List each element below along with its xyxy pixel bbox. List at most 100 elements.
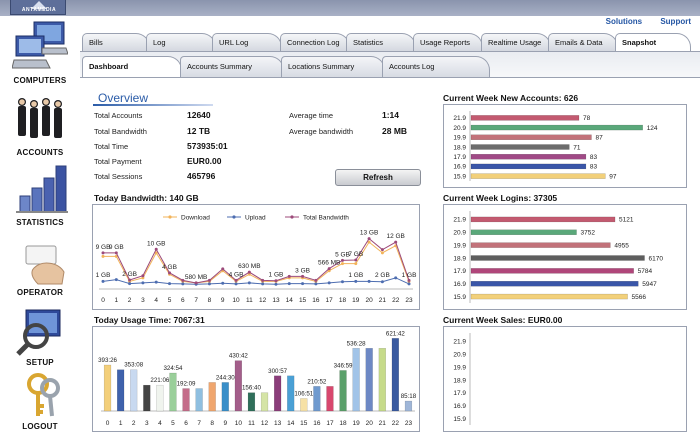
sales-chart-panel: 21.9 20.9 19.9 18.9 17.9 16.9 15.9 xyxy=(443,326,687,432)
point-total-bandwidth-6 xyxy=(181,278,185,282)
sidebar: COMPUTERS ACCOUNTS STATISTICS OPER xyxy=(0,16,80,441)
usage-x-tick: 10 xyxy=(235,420,243,427)
sidebar-item-accounts[interactable]: ACCOUNTS xyxy=(0,94,80,160)
usage-bar-5 xyxy=(169,372,177,412)
usage-bar-13 xyxy=(274,375,282,412)
point-total-bandwidth-4 xyxy=(154,247,158,251)
usage-x-tick: 23 xyxy=(405,420,413,427)
usage-bar-7 xyxy=(195,388,203,412)
data-label: 2 GB xyxy=(122,271,137,278)
usage-bar-11 xyxy=(247,392,256,412)
bandwidth-x-tick: 2 xyxy=(128,297,132,304)
sidebar-item-operator[interactable]: OPERATOR xyxy=(0,238,80,304)
usage-section-title: Today Usage Time: 7067:31 xyxy=(94,315,205,325)
sidebar-item-logout[interactable]: LOGOUT xyxy=(0,372,80,438)
subtab-accounts-summary[interactable]: Accounts Summary xyxy=(180,56,284,77)
usage-bar-19 xyxy=(352,348,360,412)
logins-value-label-1: 3752 xyxy=(581,230,596,237)
usage-bar-label-16: 210:52 xyxy=(307,378,326,385)
point-upload-12 xyxy=(261,282,265,286)
average-bandwidth-label: Average bandwidth xyxy=(289,127,354,136)
data-label: 4 GB xyxy=(162,264,177,271)
usage-chart-panel: 393:26 0 1 353:08 2 3 221:06 4 324:54 5 192:09 6 7 8 2… xyxy=(92,326,420,432)
solutions-link[interactable]: Solutions xyxy=(605,17,643,26)
point-total-bandwidth-17 xyxy=(327,267,331,271)
support-link[interactable]: Support xyxy=(660,17,691,26)
usage-bar-label-5: 324:54 xyxy=(163,365,182,372)
logins-bar-0 xyxy=(470,216,616,223)
point-total-bandwidth-5 xyxy=(168,271,172,275)
tab-url-log[interactable]: URL Log xyxy=(212,33,282,51)
tab-realtime-usage[interactable]: Realtime Usage xyxy=(481,33,551,51)
sales-category-label: 18.9 xyxy=(453,377,466,384)
usage-x-tick: 11 xyxy=(248,420,255,427)
usage-bar-9 xyxy=(221,382,229,412)
sidebar-item-setup[interactable]: SETUP xyxy=(0,306,80,372)
tab-statistics[interactable]: Statistics xyxy=(346,33,416,51)
usage-bar-label-15: 106:51 xyxy=(294,391,313,398)
total-bandwidth-label: Total Bandwidth xyxy=(94,127,147,136)
logins-section-title: Current Week Logins: 37305 xyxy=(443,193,558,203)
series-line-upload xyxy=(102,277,410,285)
usage-bar-label-13: 300:57 xyxy=(268,368,287,375)
data-label: 12 GB xyxy=(386,233,404,240)
new-accounts-category-label: 20.9 xyxy=(453,125,466,132)
point-total-bandwidth-11 xyxy=(247,270,251,274)
logins-category-label: 21.9 xyxy=(453,217,466,224)
bandwidth-x-tick: 6 xyxy=(181,297,185,304)
tab-snapshot[interactable]: Snapshot xyxy=(615,33,691,52)
new-accounts-category-label: 15.9 xyxy=(453,173,466,180)
refresh-button[interactable]: Refresh xyxy=(335,169,421,186)
subtab-locations-summary[interactable]: Locations Summary xyxy=(281,56,385,77)
point-upload-14 xyxy=(287,282,291,286)
point-download-19 xyxy=(354,262,358,266)
new-accounts-category-label: 17.9 xyxy=(453,154,466,161)
usage-x-tick: 18 xyxy=(339,420,347,427)
usage-x-tick: 2 xyxy=(132,420,136,427)
point-download-3 xyxy=(141,276,145,280)
point-upload-4 xyxy=(154,280,158,284)
usage-bar-22 xyxy=(391,338,399,412)
new-accounts-value-label-5: 83 xyxy=(590,164,598,171)
bandwidth-x-tick: 8 xyxy=(208,297,212,304)
bandwidth-x-tick: 18 xyxy=(339,297,347,304)
tab-divider xyxy=(80,51,700,52)
tab-log[interactable]: Log xyxy=(146,33,216,51)
usage-x-tick: 1 xyxy=(119,420,123,427)
bandwidth-x-tick: 13 xyxy=(272,297,280,304)
average-time-label: Average time xyxy=(289,111,334,120)
total-accounts-value: 12640 xyxy=(187,110,211,120)
logins-category-label: 19.9 xyxy=(453,242,466,249)
tab-connection-log[interactable]: Connection Log xyxy=(280,33,350,51)
point-upload-23 xyxy=(407,282,411,286)
logins-value-label-5: 5947 xyxy=(642,281,657,288)
usage-bar-6 xyxy=(182,388,190,412)
usage-x-tick: 22 xyxy=(392,420,400,427)
bandwidth-x-tick: 3 xyxy=(141,297,145,304)
usage-bar-0 xyxy=(103,364,112,412)
sidebar-item-statistics[interactable]: STATISTICS xyxy=(0,164,80,230)
usage-x-tick: 5 xyxy=(171,420,175,427)
data-label: 7 GB xyxy=(348,251,363,258)
new-accounts-bar-3 xyxy=(470,144,570,150)
new-accounts-category-label: 21.9 xyxy=(453,115,466,122)
new-accounts-category-label: 19.9 xyxy=(453,135,466,142)
logins-value-label-2: 4955 xyxy=(614,242,629,249)
data-label: 2 GB xyxy=(375,272,390,279)
tab-usage-reports[interactable]: Usage Reports xyxy=(413,33,483,51)
legend-label-download: Download xyxy=(181,215,210,222)
point-download-1 xyxy=(114,254,118,258)
subtab-dashboard[interactable]: Dashboard xyxy=(82,56,182,77)
subtab-accounts-log[interactable]: Accounts Log xyxy=(382,56,490,77)
usage-bar-1 xyxy=(117,369,125,412)
sidebar-item-computers[interactable]: COMPUTERS xyxy=(0,20,80,86)
total-payment-label: Total Payment xyxy=(94,157,142,166)
data-label: 3 GB xyxy=(295,267,310,274)
new-accounts-bar-4 xyxy=(470,154,587,160)
total-sessions-label: Total Sessions xyxy=(94,172,143,181)
tab-bills[interactable]: Bills xyxy=(82,33,150,51)
bandwidth-x-tick: 9 xyxy=(221,297,225,304)
tab-emails-data[interactable]: Emails & Data xyxy=(548,33,618,51)
data-label: 10 GB xyxy=(147,240,165,247)
new-accounts-bar-6 xyxy=(470,173,606,179)
